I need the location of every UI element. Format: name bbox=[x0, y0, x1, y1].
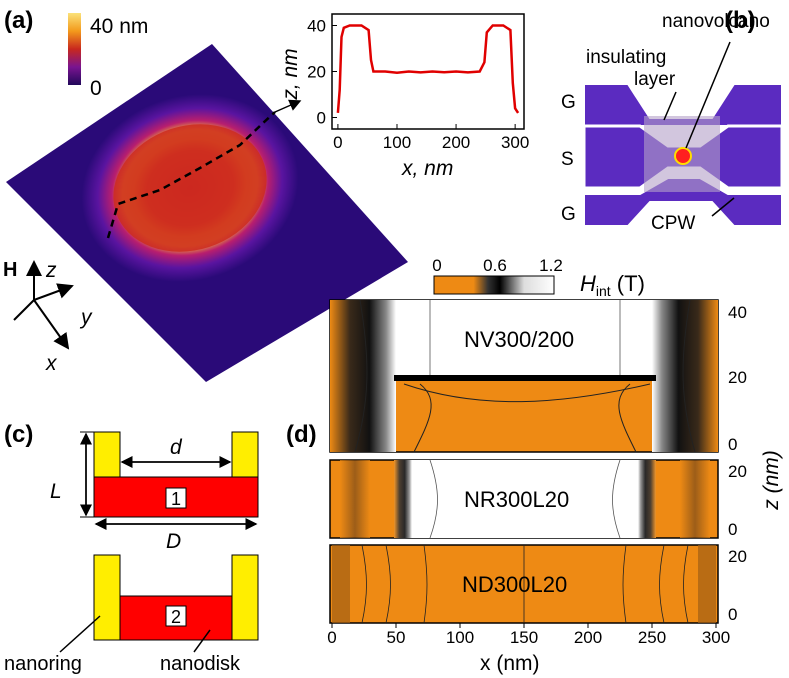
ground-label-bottom: G bbox=[561, 204, 576, 225]
sim-label-nr: NR300L20 bbox=[464, 487, 569, 512]
nv-ztick-40: 40 bbox=[728, 303, 747, 322]
profile-series-line bbox=[336, 24, 520, 114]
panel-label-b: (b) bbox=[725, 7, 756, 34]
axis-y-label: y bbox=[79, 306, 93, 329]
nv-ztick-20: 20 bbox=[728, 368, 747, 387]
nanoring-right-bottom bbox=[231, 554, 259, 641]
nd-ztick-0: 0 bbox=[728, 605, 737, 624]
profile-xtick-label: 100 bbox=[383, 133, 411, 152]
field-xtick-label: 150 bbox=[510, 628, 538, 647]
field-colorbar-tick-2: 1.2 bbox=[539, 256, 563, 275]
axis-x-label: x bbox=[45, 352, 58, 375]
afm-surface bbox=[6, 44, 408, 382]
coordinate-axes: H z y x bbox=[3, 259, 93, 375]
nanoring-left-top bbox=[93, 431, 121, 478]
cpw-diagram: nanovolcano insulating layer G S G CPW bbox=[561, 11, 784, 234]
field-colorbar-tick-0: 0 bbox=[432, 256, 441, 275]
nanovolcano-dot bbox=[674, 147, 692, 165]
nr-ztick-0: 0 bbox=[728, 520, 737, 539]
nanodisk-label: nanodisk bbox=[160, 653, 241, 675]
profile-ylabel: z, nm bbox=[279, 48, 302, 100]
nanovolcano-pointer bbox=[685, 41, 731, 149]
profile-xtick-label: 300 bbox=[501, 133, 529, 152]
panel-label-d: (d) bbox=[286, 421, 317, 448]
field-xtick-label: 300 bbox=[702, 628, 730, 647]
profile-ytick-label: 20 bbox=[307, 63, 326, 82]
field-xtick-label: 50 bbox=[387, 628, 406, 647]
nanoring-label: nanoring bbox=[4, 653, 82, 675]
sim-label-nv: NV300/200 bbox=[464, 327, 574, 352]
axis-z-label: z bbox=[45, 259, 57, 282]
insulating-pointer bbox=[663, 91, 677, 121]
D-label: D bbox=[166, 530, 181, 553]
panel-label-a: (a) bbox=[4, 7, 33, 34]
d-label: d bbox=[170, 436, 183, 459]
field-ylabel: z (nm) bbox=[760, 450, 783, 511]
field-colorbar-bar bbox=[433, 275, 555, 295]
cpw-label: CPW bbox=[651, 213, 695, 234]
nanovolcano-label: nanovolcano bbox=[662, 11, 770, 32]
profile-xlabel: x, nm bbox=[401, 157, 453, 180]
field-xtick-label: 200 bbox=[574, 628, 602, 647]
sim-nr300l20: NR300L20 20 0 bbox=[329, 459, 747, 539]
sim-label-nd: ND300L20 bbox=[462, 572, 567, 597]
afm-colorbar bbox=[68, 13, 81, 85]
field-colorbar-tick-1: 0.6 bbox=[483, 256, 507, 275]
signal-label: S bbox=[561, 149, 574, 170]
label-2: 2 bbox=[171, 607, 181, 627]
field-colorbar: 0 0.6 1.2 Hint (T) bbox=[432, 256, 645, 299]
structure-diagram: 1 d L D 2 nanoring nanodisk bbox=[4, 431, 259, 675]
panel-label-c: (c) bbox=[4, 421, 33, 448]
insulating-label-1: insulating bbox=[586, 47, 666, 68]
field-x-ticks: 0 50 100 150 200 250 300 bbox=[327, 623, 730, 647]
field-colorbar-label: Hint (T) bbox=[580, 271, 645, 299]
profile-xtick-label: 0 bbox=[333, 133, 342, 152]
nanoring-pointer bbox=[59, 615, 101, 653]
profile-xtick-label: 200 bbox=[442, 133, 470, 152]
nanoring-left-bottom bbox=[93, 554, 121, 641]
cpw-pointer bbox=[711, 197, 735, 217]
nd-ztick-20: 20 bbox=[728, 547, 747, 566]
nanodisk-pointer bbox=[193, 629, 211, 653]
field-xlabel: x (nm) bbox=[480, 652, 540, 675]
field-xtick-label: 250 bbox=[638, 628, 666, 647]
field-xtick-label: 0 bbox=[327, 628, 336, 647]
sim-nd300l20: ND300L20 20 0 bbox=[329, 544, 747, 624]
profile-line bbox=[106, 111, 276, 239]
ground-label-top: G bbox=[561, 92, 576, 113]
profile-chart: x, nm z, nm 0 100 200 300 0 20 40 bbox=[279, 13, 529, 180]
nv-ztick-0: 0 bbox=[728, 435, 737, 454]
sim-nv300-200: NV300/200 40 20 0 bbox=[329, 299, 747, 454]
label-1: 1 bbox=[171, 489, 181, 509]
field-xtick-label: 100 bbox=[446, 628, 474, 647]
field-h-label: H bbox=[3, 259, 17, 281]
insulating-label-2: layer bbox=[634, 69, 676, 90]
profile-ytick-label: 0 bbox=[317, 109, 326, 128]
profile-arrow bbox=[274, 99, 302, 113]
profile-ytick-label: 40 bbox=[307, 17, 326, 36]
label-box-2 bbox=[165, 605, 187, 627]
label-box-1 bbox=[165, 487, 187, 509]
nr-ztick-20: 20 bbox=[728, 462, 747, 481]
afm-colorbar-top-label: 40 nm bbox=[90, 15, 148, 38]
afm-colorbar-bottom-label: 0 bbox=[90, 77, 102, 100]
L-label: L bbox=[50, 480, 62, 503]
nanoring-right-top bbox=[231, 431, 259, 478]
